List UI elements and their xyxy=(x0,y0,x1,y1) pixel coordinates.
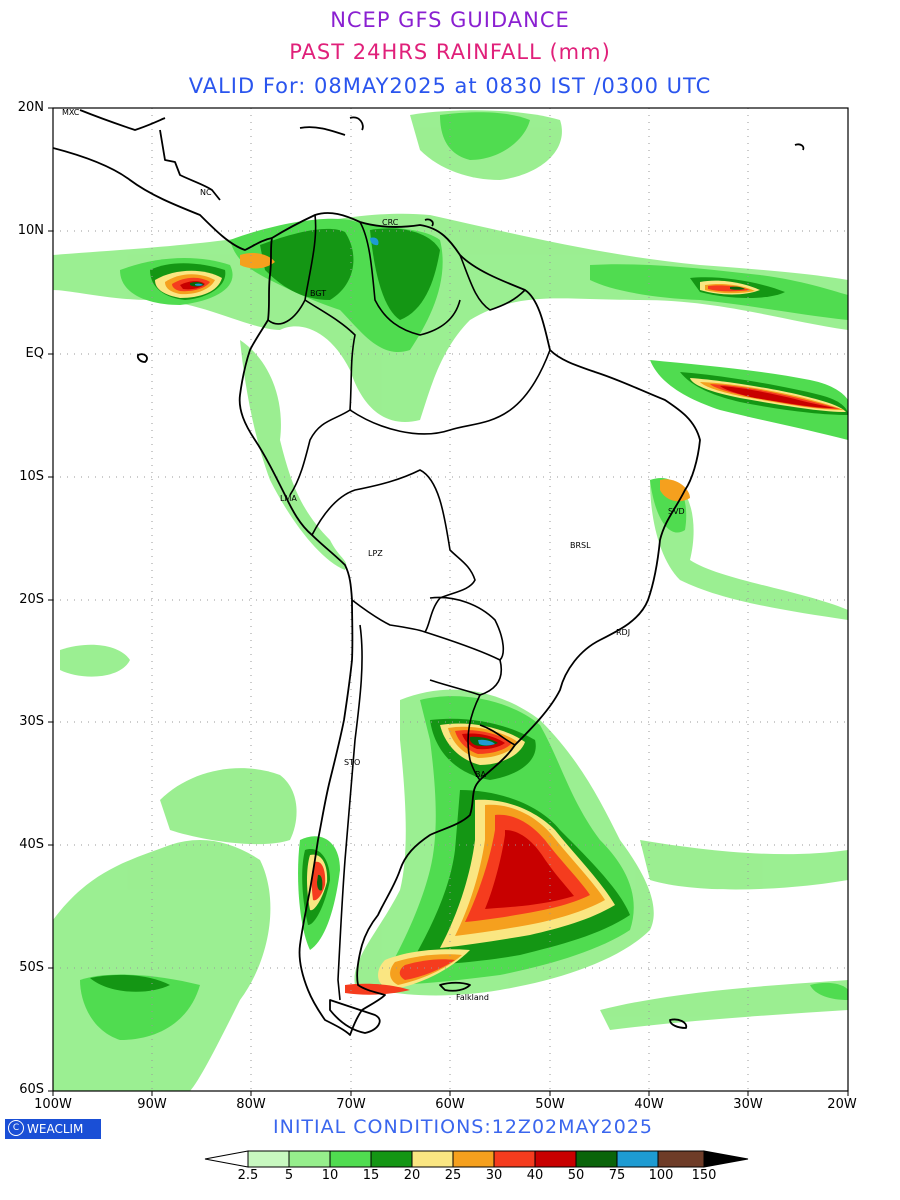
legend-label: 100 xyxy=(648,1168,674,1183)
legend-label: 15 xyxy=(362,1168,380,1183)
graticule xyxy=(53,108,848,1091)
city-label-crc: CRC xyxy=(382,218,399,227)
legend-label: 20 xyxy=(403,1168,421,1183)
initial-conditions: INITIAL CONDITIONS:12Z02MAY2025 xyxy=(273,1116,654,1138)
axis-ticks xyxy=(48,107,849,1096)
title-line-valid-time: VALID For: 08MAY2025 at 0830 IST /0300 U… xyxy=(188,74,712,98)
weaclim-badge: C WEACLIM xyxy=(5,1119,101,1139)
legend-label: 5 xyxy=(284,1168,294,1183)
city-label-lpz: LPZ xyxy=(368,549,383,558)
city-label-nc: NC xyxy=(200,188,212,197)
city-label-falkland: Falkland xyxy=(456,993,489,1002)
title-line-model: NCEP GFS GUIDANCE xyxy=(330,8,570,32)
legend-label: 30 xyxy=(485,1168,503,1183)
city-label-svd: SVD xyxy=(668,507,685,516)
lat-label-50s: 50S xyxy=(19,960,44,975)
title-line-variable: PAST 24HRS RAINFALL (mm) xyxy=(289,40,611,64)
lon-label-100w: 100W xyxy=(34,1097,72,1112)
lat-label-20s: 20S xyxy=(19,592,44,607)
legend-label: 50 xyxy=(567,1168,585,1183)
lat-label-40s: 40S xyxy=(19,837,44,852)
legend-label: 25 xyxy=(444,1168,462,1183)
lat-label-10s: 10S xyxy=(19,469,44,484)
lon-label-70w: 70W xyxy=(336,1097,366,1112)
badge-label: WEACLIM xyxy=(27,1122,84,1136)
legend-label: 150 xyxy=(691,1168,717,1183)
legend-label: 2.5 xyxy=(237,1168,259,1183)
copyright-icon: C xyxy=(8,1120,24,1136)
rainfall-layer xyxy=(53,110,848,1091)
lon-label-50w: 50W xyxy=(535,1097,565,1112)
lon-label-80w: 80W xyxy=(236,1097,266,1112)
city-label-rdj: RDJ xyxy=(616,628,631,637)
city-label-mxc: MXC xyxy=(62,108,80,117)
legend-label: 75 xyxy=(608,1168,626,1183)
city-label-brsl: BRSL xyxy=(570,541,591,550)
lon-label-60w: 60W xyxy=(435,1097,465,1112)
legend-label: 10 xyxy=(321,1168,339,1183)
country-borders xyxy=(267,214,551,1001)
lon-label-40w: 40W xyxy=(634,1097,664,1112)
lat-label-30s: 30S xyxy=(19,714,44,729)
city-label-lma: LMA xyxy=(280,494,297,503)
lon-label-20w: 20W xyxy=(827,1097,857,1112)
city-label-ba: BA xyxy=(475,770,486,779)
lat-label-60s: 60S xyxy=(19,1082,44,1097)
coastline xyxy=(53,109,805,1036)
legend-label: 40 xyxy=(526,1168,544,1183)
lon-label-30w: 30W xyxy=(733,1097,763,1112)
city-label-bgt: BGT xyxy=(310,289,327,298)
city-label-sto: STO xyxy=(344,758,361,767)
lat-label-20n: 20N xyxy=(17,100,44,115)
lat-label-eq: EQ xyxy=(25,346,44,361)
lon-label-90w: 90W xyxy=(137,1097,167,1112)
lat-label-10n: 10N xyxy=(17,223,44,238)
